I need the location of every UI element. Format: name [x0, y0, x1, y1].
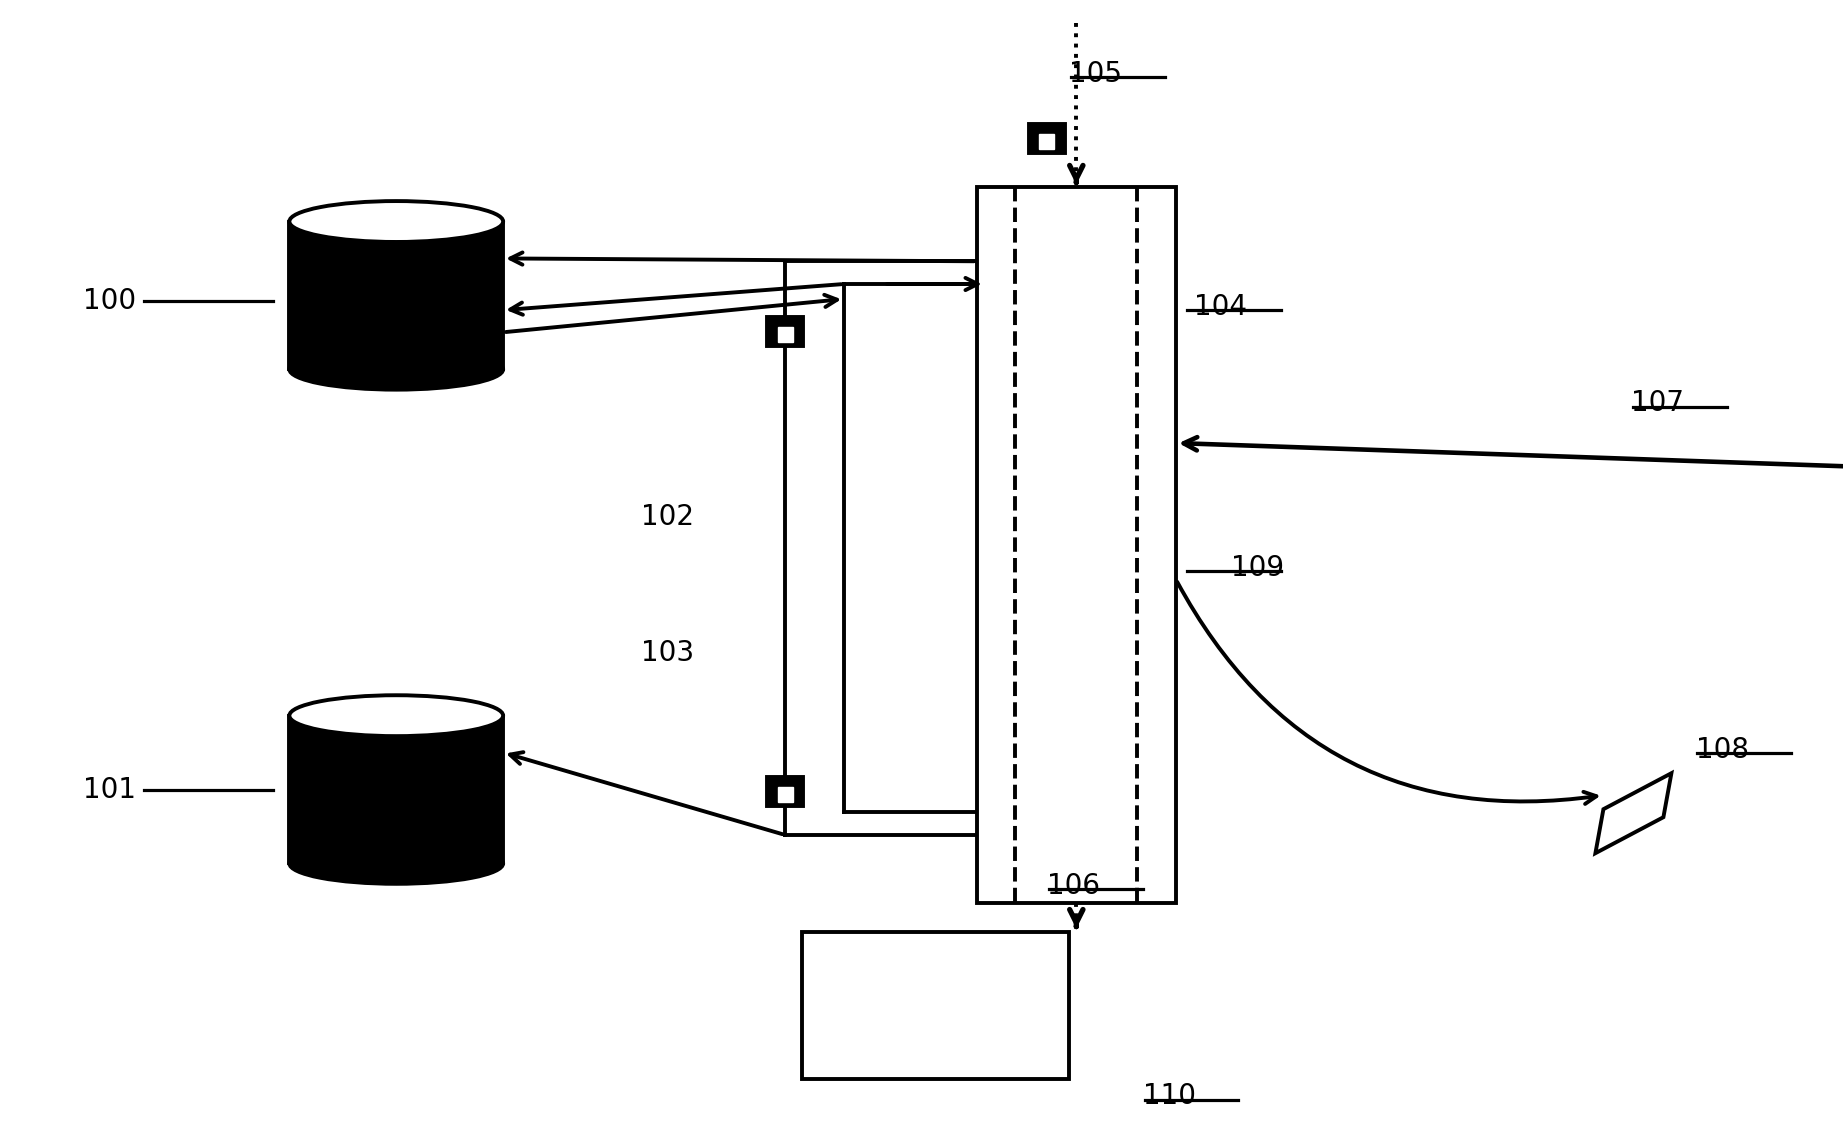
Bar [289, 222, 503, 369]
Bar [1039, 134, 1054, 149]
Ellipse shape [289, 843, 503, 884]
Bar [767, 317, 804, 345]
Text: 107: 107 [1631, 390, 1685, 417]
Text: 106: 106 [1047, 872, 1100, 900]
Bar [977, 187, 1176, 903]
Polygon shape [1596, 774, 1672, 853]
Bar [802, 932, 1069, 1079]
Ellipse shape [289, 201, 503, 242]
Bar [289, 716, 503, 863]
Bar [778, 787, 792, 802]
Text: 104: 104 [1194, 293, 1248, 320]
Text: 110: 110 [1143, 1083, 1196, 1110]
Text: 100: 100 [83, 287, 136, 315]
Text: 105: 105 [1069, 60, 1122, 87]
Ellipse shape [289, 349, 503, 390]
Text: 103: 103 [641, 640, 695, 667]
Bar [767, 777, 804, 805]
Bar [778, 327, 792, 342]
Ellipse shape [289, 695, 503, 736]
Bar [1028, 124, 1065, 152]
Text: 108: 108 [1696, 736, 1749, 763]
Text: 109: 109 [1231, 554, 1285, 582]
Text: 102: 102 [641, 503, 695, 531]
Text: 101: 101 [83, 776, 136, 803]
